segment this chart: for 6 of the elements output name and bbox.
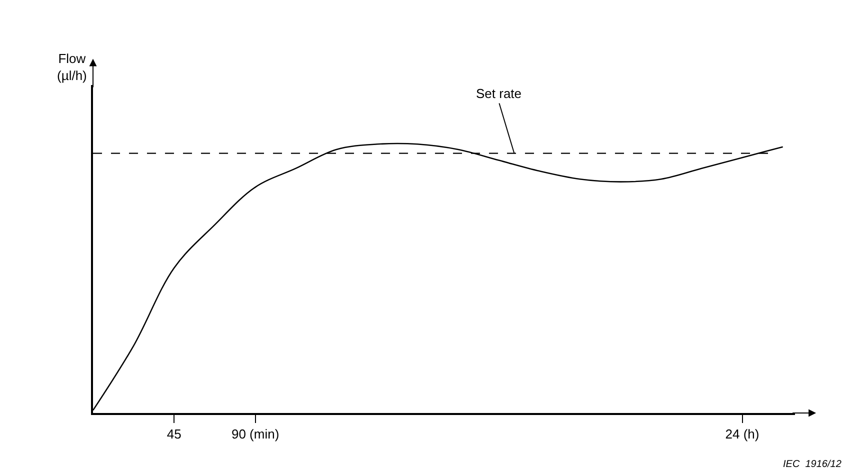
ref-line-label: Set rate bbox=[476, 86, 522, 101]
text: IEC 1916/12 bbox=[783, 459, 842, 470]
x-tick-label: 45 bbox=[166, 426, 182, 442]
x-tick-label: 24 (h) bbox=[725, 426, 760, 442]
x-tick-label: 90 (min) bbox=[231, 426, 280, 442]
text: Flow (µl/h) bbox=[57, 51, 87, 83]
